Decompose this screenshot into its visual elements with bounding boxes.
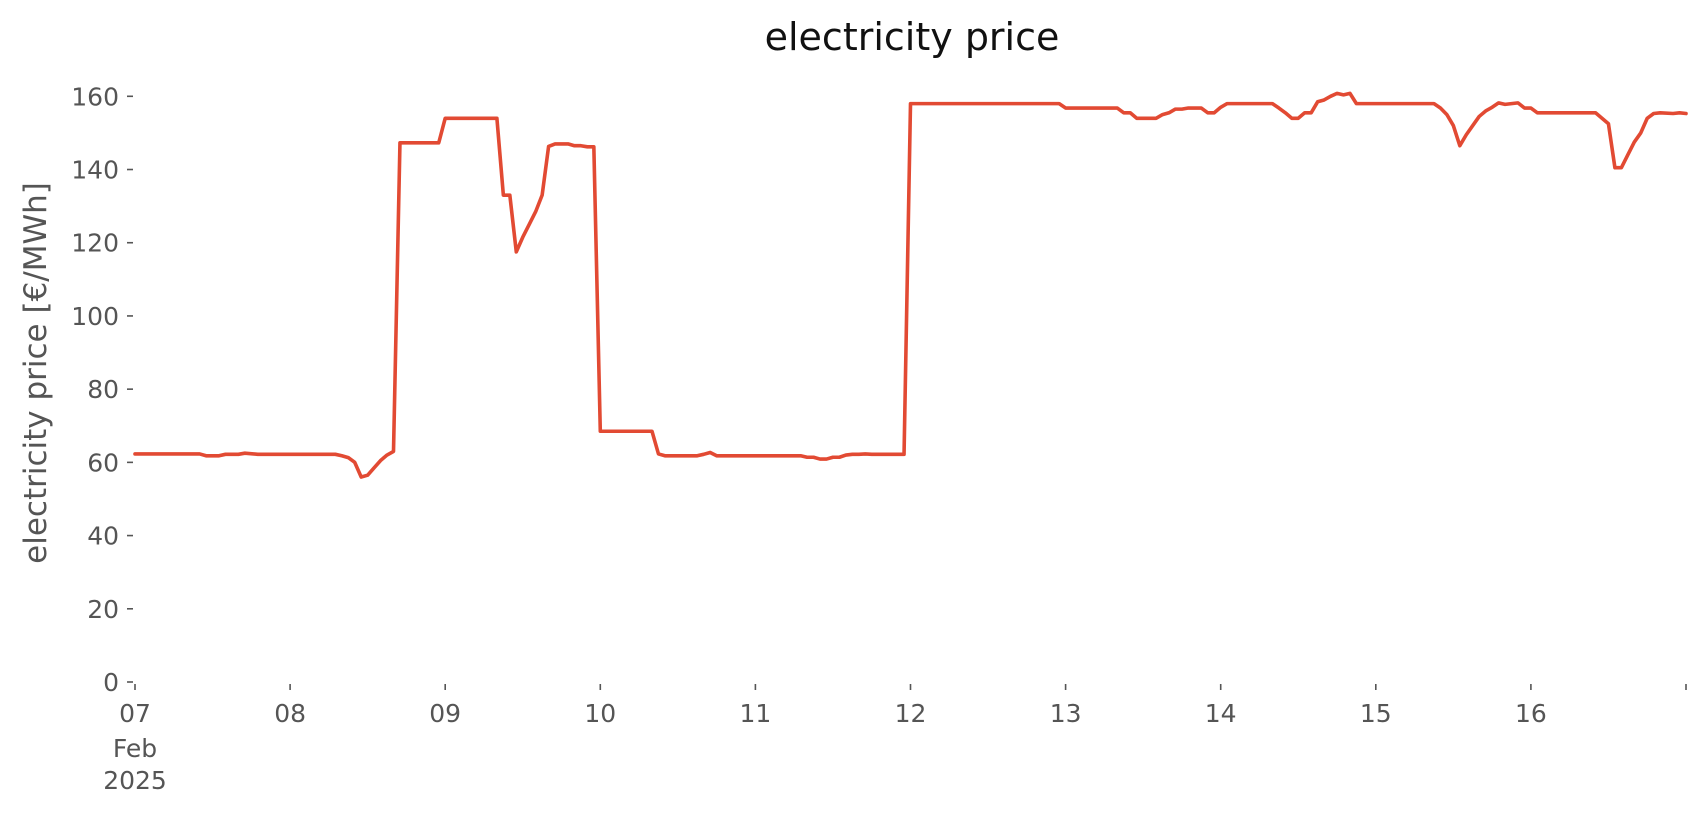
- y-tick-label: 120: [71, 229, 119, 258]
- y-axis-label: electricity price [€/MWh]: [18, 182, 54, 564]
- price-series-line: [133, 91, 1688, 479]
- y-tick-label: 0: [103, 668, 119, 697]
- x-tick-month-label: Feb: [113, 734, 157, 763]
- x-tick-label: 10: [584, 699, 616, 728]
- x-tick-label: 13: [1050, 699, 1082, 728]
- x-tick-label: 12: [895, 699, 927, 728]
- x-tick-label: 07: [119, 699, 151, 728]
- y-tick-label: 80: [87, 375, 119, 404]
- x-axis: 07 Feb 2025 08 09 10 11 12 13 14 15 16: [103, 684, 1687, 795]
- y-axis: 0 20 40 60 80 100 120 140 160: [71, 82, 133, 697]
- y-tick-label: 140: [71, 156, 119, 185]
- x-tick-label: 16: [1515, 699, 1547, 728]
- x-tick-label: 11: [739, 699, 771, 728]
- x-tick-label: 15: [1360, 699, 1392, 728]
- y-tick-label: 20: [87, 595, 119, 624]
- y-tick-label: 160: [71, 82, 119, 111]
- y-tick-label: 100: [71, 302, 119, 331]
- x-tick-label: 14: [1205, 699, 1237, 728]
- y-tick-label: 40: [87, 522, 119, 551]
- x-tick-label: 08: [274, 699, 306, 728]
- chart-title: electricity price: [765, 15, 1060, 59]
- x-tick-label: 09: [429, 699, 461, 728]
- series-layer: [133, 91, 1688, 479]
- x-tick-year-label: 2025: [103, 766, 167, 795]
- y-tick-label: 60: [87, 448, 119, 477]
